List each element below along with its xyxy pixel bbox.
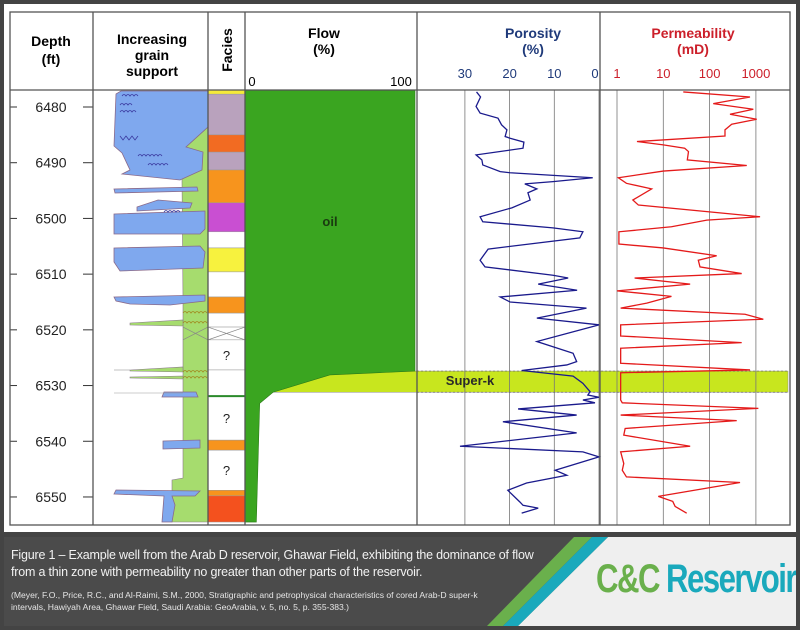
grain-blue-bed xyxy=(113,245,206,272)
porosity-header-line1: Porosity xyxy=(505,25,561,41)
porosity-tick-label: 0 xyxy=(591,66,598,81)
figure-panel: Depth (ft) Increasing grain support Faci… xyxy=(4,4,796,532)
figure-reference: (Meyer, F.O., Price, R.C., and Al-Raimi,… xyxy=(11,590,478,612)
facies-interval xyxy=(207,271,246,298)
facies-interval xyxy=(207,247,246,273)
porosity-header-line2: (%) xyxy=(522,41,544,57)
depth-tick-label: 6530 xyxy=(35,378,66,394)
teal-stripe xyxy=(503,537,608,626)
oil-flow-area xyxy=(244,89,416,523)
facies-unknown-label: ? xyxy=(223,463,230,478)
flow-tick-label: 100 xyxy=(390,74,412,89)
facies-interval xyxy=(207,449,246,491)
depth-tick-label: 6480 xyxy=(35,99,66,115)
permeability-header-line2: (mD) xyxy=(677,41,709,57)
permeability-curve xyxy=(616,91,764,514)
grain-green-sliver xyxy=(129,319,184,327)
flow-header-line2: (%) xyxy=(313,41,335,57)
facies-header: Facies xyxy=(219,28,235,72)
facies-interval xyxy=(207,202,246,233)
grain-blue-bed xyxy=(113,294,206,306)
permeability-tick-label: 1000 xyxy=(741,66,770,81)
porosity-tick-label: 20 xyxy=(502,66,516,81)
depth-tick-label: 6550 xyxy=(35,489,66,505)
curves xyxy=(459,91,764,514)
grain-header-line1: Increasing xyxy=(117,31,187,47)
caption-banner: Figure 1 – Example well from the Arab D … xyxy=(4,537,796,626)
facies-interval xyxy=(207,490,246,497)
superk-label: Super-k xyxy=(446,373,495,388)
depth-tick-label: 6500 xyxy=(35,210,66,226)
facies-interval xyxy=(207,495,246,523)
grain-blue-bed xyxy=(136,199,193,212)
facies-interval xyxy=(207,369,246,397)
depth-header-line1: Depth xyxy=(31,33,71,49)
grain-blue-bed xyxy=(113,489,201,523)
oil-label: oil xyxy=(322,214,337,229)
grain-blue-bed xyxy=(162,439,201,450)
logo-part2: Reservoirs xyxy=(666,557,796,601)
facies-cross xyxy=(182,326,246,341)
permeability-tick-label: 100 xyxy=(699,66,721,81)
banner-stripes xyxy=(487,537,796,626)
porosity-tick-label: 30 xyxy=(458,66,472,81)
well-log-figure: Depth (ft) Increasing grain support Faci… xyxy=(9,11,791,526)
facies-interval xyxy=(207,231,246,249)
grain-header-line2: grain xyxy=(135,47,169,63)
porosity-tick-label: 10 xyxy=(547,66,561,81)
company-logo: C&C Reservoirs xyxy=(596,557,796,602)
depth-tick-label: 6510 xyxy=(35,266,66,282)
porosity-curve xyxy=(459,91,602,514)
facies-interval xyxy=(207,151,246,171)
logo-background xyxy=(518,537,796,626)
gridlines xyxy=(10,90,788,525)
facies-interval xyxy=(207,169,246,204)
green-stripe xyxy=(487,537,592,626)
grain-blue-bed xyxy=(113,210,206,235)
permeability-header-line1: Permeability xyxy=(651,25,734,41)
table-frame xyxy=(9,11,791,526)
grain-green-sliver xyxy=(129,375,184,380)
flow-header-line1: Flow xyxy=(308,25,340,41)
facies-interval xyxy=(207,439,246,451)
facies-interval xyxy=(207,312,246,328)
facies-interval xyxy=(207,134,246,153)
grain-support-column xyxy=(113,90,209,523)
facies-unknown-label: ? xyxy=(223,411,230,426)
logo-part1: C&C xyxy=(596,557,660,601)
burrow-marks xyxy=(119,94,181,213)
facies-interval xyxy=(207,93,246,136)
permeability-tick-label: 1 xyxy=(613,66,620,81)
depth-tick-label: 6540 xyxy=(35,433,66,449)
depth-header-line2: (ft) xyxy=(42,51,61,67)
flow-tick-label: 0 xyxy=(248,74,255,89)
burrow-marks-green xyxy=(182,311,208,379)
depth-tick-label: 6520 xyxy=(35,322,66,338)
permeability-tick-label: 10 xyxy=(656,66,670,81)
flow-track xyxy=(244,89,789,523)
figure-caption: Figure 1 – Example well from the Arab D … xyxy=(11,548,534,579)
grain-blue-bed xyxy=(113,186,199,194)
grain-green-sliver xyxy=(129,366,184,373)
grain-header-line3: support xyxy=(126,63,178,79)
facies-unknown-label: ? xyxy=(223,348,230,363)
depth-tick-label: 6490 xyxy=(35,155,66,171)
facies-interval xyxy=(207,296,246,314)
facies-interval xyxy=(207,90,246,95)
